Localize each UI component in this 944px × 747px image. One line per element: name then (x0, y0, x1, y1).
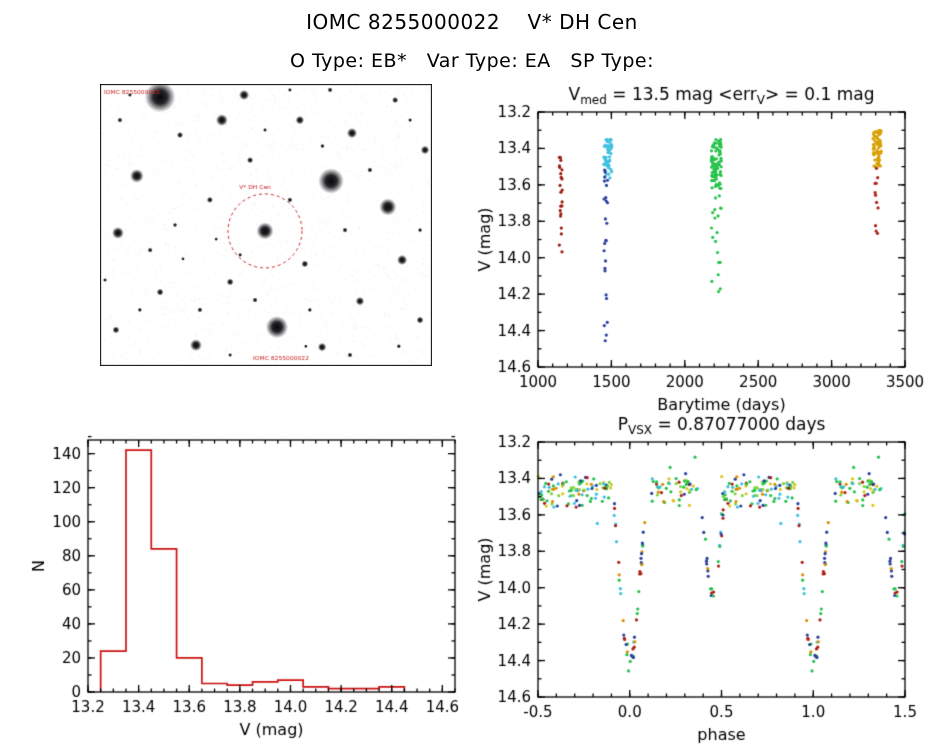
page-subtitle: O Type: EB* Var Type: EA SP Type: (289, 50, 655, 72)
time-lightcurve-chart (460, 78, 944, 414)
magnitude-histogram-chart (30, 408, 476, 744)
page-title: IOMC 8255000022 V* DH Cen (306, 10, 638, 34)
phase-folded-lightcurve-chart (460, 408, 944, 744)
finder-chart-image (100, 84, 432, 366)
